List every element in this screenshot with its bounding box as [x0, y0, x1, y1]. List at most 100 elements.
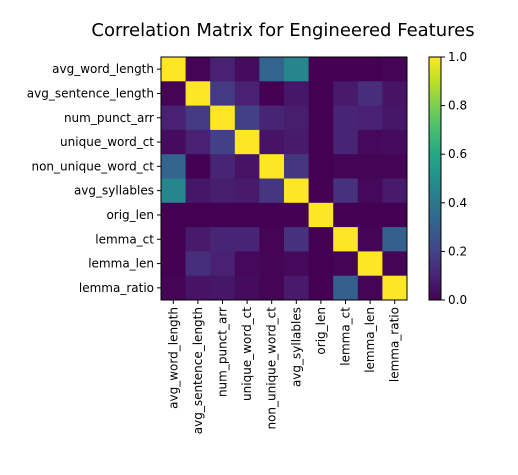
heatmap-cell — [333, 275, 359, 301]
heatmap-cell — [382, 154, 408, 179]
heatmap-cell — [382, 178, 408, 204]
heatmap-cell — [210, 57, 236, 82]
colorbar-tick-label: 0.2 — [448, 244, 467, 258]
heatmap-cell — [284, 81, 309, 106]
y-tick-label: avg_word_length — [52, 62, 154, 76]
heatmap-cell — [382, 202, 408, 228]
colorbar-tick-label: 0.6 — [448, 147, 467, 161]
heatmap-cell — [210, 81, 236, 106]
heatmap-cell — [382, 81, 408, 106]
heatmap-cells — [161, 57, 408, 301]
heatmap-cell — [357, 275, 383, 301]
colorbar-ticks: 0.0 0.2 0.4 0.6 0.8 1.0 — [441, 50, 467, 307]
heatmap-cell — [185, 105, 211, 131]
heatmap-cell — [185, 154, 211, 179]
heatmap-cell — [210, 105, 236, 131]
heatmap-cell — [308, 202, 334, 228]
heatmap-cell — [234, 202, 260, 228]
y-tick-label: orig_len — [106, 208, 154, 222]
y-tick-label: non_unique_word_ct — [31, 159, 154, 173]
heatmap-cell — [333, 81, 359, 106]
heatmap-cell — [357, 105, 383, 131]
x-tick-label: lemma_len — [363, 307, 377, 373]
heatmap-cell — [234, 57, 260, 82]
colorbar-tick-label: 0.0 — [448, 293, 467, 307]
chart-title: Correlation Matrix for Engineered Featur… — [91, 20, 474, 41]
heatmap-cell — [259, 178, 285, 204]
heatmap-cell — [185, 57, 211, 82]
x-tick-label: num_punct_arr — [216, 307, 230, 397]
heatmap-cell — [382, 105, 408, 131]
heatmap-cell — [234, 275, 260, 301]
heatmap-cell — [333, 251, 359, 277]
y-tick-label: lemma_ratio — [79, 281, 154, 295]
heatmap-cell — [234, 81, 260, 106]
heatmap-cell — [161, 81, 186, 106]
heatmap-cell — [308, 227, 334, 252]
heatmap-cell — [357, 129, 383, 155]
heatmap-cell — [357, 81, 383, 106]
x-axis-ticks: avg_word_length avg_sentence_length num_pu… — [166, 300, 402, 434]
heatmap-cell — [234, 251, 260, 277]
heatmap-cell — [161, 129, 186, 155]
x-tick-label: orig_len — [314, 307, 328, 355]
heatmap-cell — [234, 227, 260, 252]
x-tick-label: unique_word_ct — [240, 307, 254, 401]
heatmap-cell — [259, 154, 285, 179]
heatmap-cell — [308, 178, 334, 204]
heatmap-cell — [185, 129, 211, 155]
plot-frame — [160, 56, 408, 301]
heatmap-cell — [357, 178, 383, 204]
heatmap-cell — [210, 227, 236, 252]
colorbar — [428, 56, 442, 301]
heatmap-cell — [259, 251, 285, 277]
heatmap-cell — [308, 129, 334, 155]
heatmap-cell — [308, 275, 334, 301]
heatmap-cell — [185, 227, 211, 252]
heatmap-cell — [284, 57, 309, 82]
heatmap-cell — [161, 275, 186, 301]
y-tick-label: unique_word_ct — [60, 135, 154, 149]
heatmap-cell — [357, 202, 383, 228]
heatmap-cell — [333, 227, 359, 252]
heatmap-cell — [161, 202, 186, 228]
heatmap-cell — [284, 251, 309, 277]
heatmap-cell — [308, 57, 334, 82]
heatmap-cell — [185, 275, 211, 301]
heatmap-cell — [333, 129, 359, 155]
x-tick-label: avg_syllables — [289, 307, 303, 387]
y-tick-label: lemma_ct — [95, 232, 154, 246]
heatmap-cell — [382, 227, 408, 252]
heatmap-cell — [382, 275, 408, 301]
y-tick-label: avg_sentence_length — [27, 86, 154, 100]
heatmap-cell — [259, 105, 285, 131]
heatmap-cell — [234, 178, 260, 204]
heatmap-cell — [308, 105, 334, 131]
heatmap-cell — [234, 154, 260, 179]
x-tick-label: lemma_ratio — [388, 307, 402, 382]
heatmap-cell — [382, 129, 408, 155]
heatmap-cell — [333, 57, 359, 82]
heatmap-cell — [161, 251, 186, 277]
y-tick-label: avg_syllables — [74, 184, 154, 198]
heatmap-cell — [161, 154, 186, 179]
heatmap-cell — [210, 178, 236, 204]
heatmap-cell — [284, 178, 309, 204]
heatmap-cell — [284, 154, 309, 179]
heatmap-cell — [161, 227, 186, 252]
heatmap-cell — [284, 202, 309, 228]
heatmap-cell — [210, 202, 236, 228]
x-tick-label: avg_sentence_length — [191, 307, 205, 434]
colorbar-tick-label: 1.0 — [448, 50, 467, 64]
heatmap-cell — [161, 178, 186, 204]
heatmap-cell — [210, 154, 236, 179]
heatmap-cell — [161, 57, 186, 82]
heatmap-cell — [284, 105, 309, 131]
x-tick-label: lemma_ct — [339, 307, 353, 366]
heatmap-cell — [259, 227, 285, 252]
heatmap-cell — [308, 251, 334, 277]
heatmap-cell — [185, 81, 211, 106]
colorbar-tick-label: 0.8 — [448, 99, 467, 113]
heatmap-cell — [259, 275, 285, 301]
